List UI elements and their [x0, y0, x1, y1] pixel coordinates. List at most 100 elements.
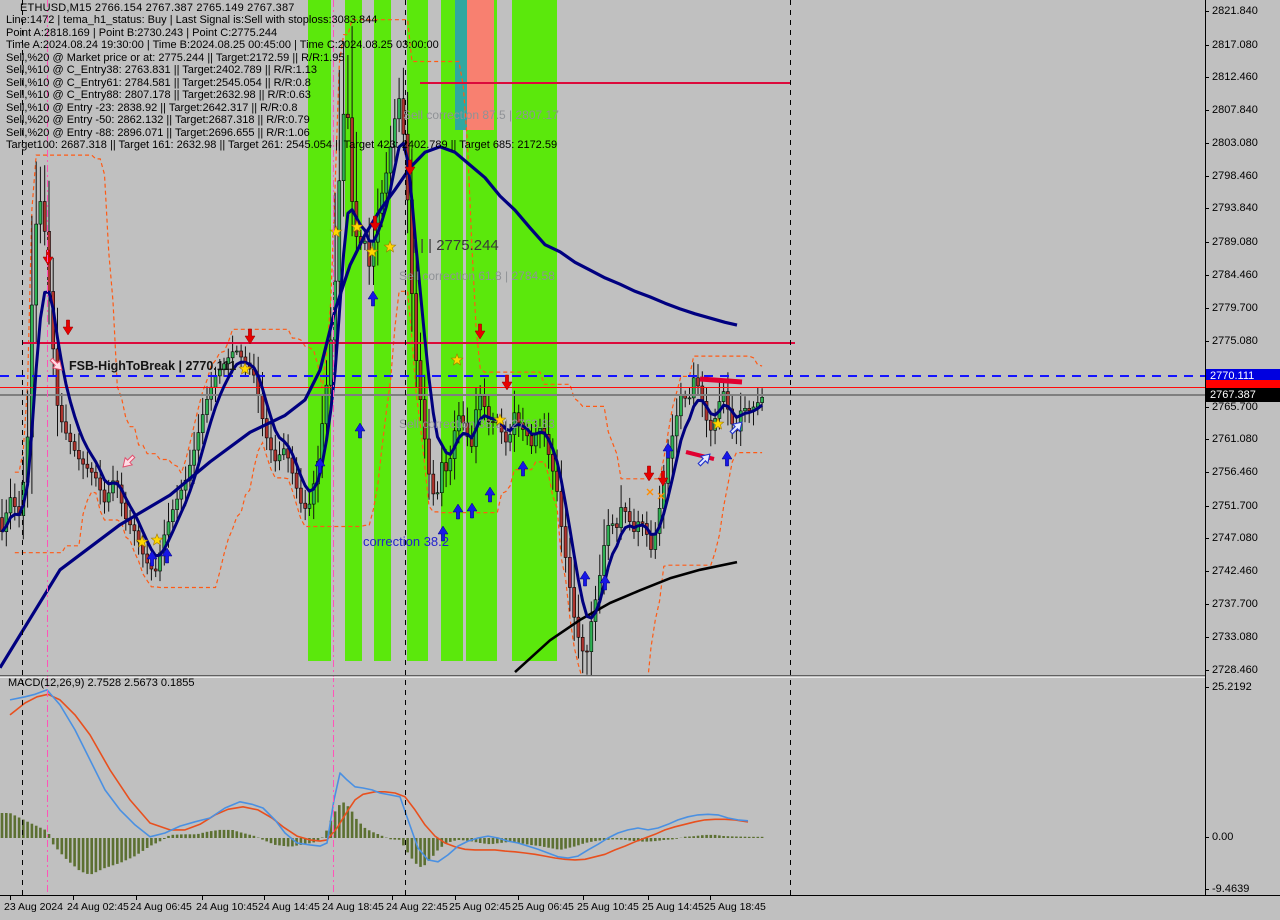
price-tick	[1205, 275, 1209, 276]
time-tick	[583, 895, 584, 900]
macd-axis-label: 0.00	[1212, 831, 1234, 843]
price-tick	[1205, 670, 1209, 671]
time-tick-label: 24 Aug 10:45	[196, 901, 258, 913]
buy-arrow-icon	[517, 460, 529, 477]
time-tick-label: 25 Aug 14:45	[642, 901, 704, 913]
star-signal-icon	[135, 535, 149, 548]
star-signal-icon	[329, 225, 343, 238]
macd-axis-tick	[1205, 837, 1209, 838]
sell-arrow-icon	[474, 323, 486, 340]
buy-arrow-icon	[452, 503, 464, 520]
star-signal-icon	[711, 417, 725, 430]
buy-arrow-icon	[579, 570, 591, 587]
info-line: Line:1472 | tema_h1_status: Buy | Last S…	[6, 14, 378, 27]
price-tick-label: 2756.460	[1212, 466, 1258, 478]
breakout-hollow-arrow-icon	[729, 421, 743, 435]
info-line: Sell,%20 @ Entry -50: 2862.132 || Target…	[6, 114, 310, 127]
price-badge: 2770.111	[1206, 369, 1280, 383]
sell-correction-618-label: Sell correction 61.8 | 2784.58	[399, 269, 555, 283]
price-tick	[1205, 176, 1209, 177]
price-tick	[1205, 242, 1209, 243]
breakout-hollow-arrow-icon	[697, 453, 711, 467]
time-tick	[648, 895, 649, 900]
time-tick-label: 23 Aug 2024	[4, 901, 63, 913]
price-tick	[1205, 506, 1209, 507]
sell-arrow-icon	[62, 319, 74, 336]
buy-arrow-icon	[484, 486, 496, 503]
price-tick-label: 2793.840	[1212, 202, 1258, 214]
fsb-high-to-break-label: FSB-HighToBreak | 2770.111	[69, 359, 237, 373]
sell-arrow-icon	[643, 465, 655, 482]
price-tick	[1205, 45, 1209, 46]
exit-cross-icon	[657, 492, 665, 500]
macd-axis-tick	[1205, 687, 1209, 688]
star-signal-icon	[383, 240, 397, 253]
pink-hollow-arrow-icon	[49, 357, 63, 371]
price-tick-label: 2821.840	[1212, 5, 1258, 17]
macd-axis-label: -9.4639	[1212, 883, 1250, 895]
star-signal-icon	[365, 245, 379, 258]
price-tick-label: 2798.460	[1212, 170, 1258, 182]
macd-axis-tick	[1205, 889, 1209, 890]
time-tick	[136, 895, 137, 900]
price-tick-label: 2807.840	[1212, 104, 1258, 116]
time-tick-label: 24 Aug 06:45	[130, 901, 192, 913]
price-badge: 2767.387	[1206, 388, 1280, 402]
price-tick	[1205, 11, 1209, 12]
sell-arrow-icon	[657, 470, 669, 487]
time-tick	[10, 895, 11, 900]
time-tick	[202, 895, 203, 900]
pane-separator[interactable]	[0, 675, 1205, 676]
pane-separator-highlight	[0, 677, 1205, 678]
time-tick	[73, 895, 74, 900]
price-tick-label: 2812.460	[1212, 71, 1258, 83]
time-tick-label: 25 Aug 06:45	[512, 901, 574, 913]
sell-arrow-icon	[369, 215, 381, 232]
price-tick	[1205, 110, 1209, 111]
time-tick-label: 24 Aug 02:45	[67, 901, 129, 913]
star-signal-icon	[493, 413, 507, 426]
price-tick	[1205, 571, 1209, 572]
price-tick-label: 2733.080	[1212, 631, 1258, 643]
price-tick-label: 2747.080	[1212, 532, 1258, 544]
time-tick-label: 24 Aug 18:45	[322, 901, 384, 913]
exit-cross-icon	[646, 488, 654, 496]
info-line: Sell,%10 @ C_Entry61: 2784.581 || Target…	[6, 76, 311, 89]
buy-arrow-icon	[721, 450, 733, 467]
price-tick	[1205, 407, 1209, 408]
info-line: Sell,%20 @ Entry -88: 2896.071 || Target…	[6, 126, 310, 139]
buy-arrow-icon	[662, 442, 674, 459]
time-tick-label: 25 Aug 02:45	[449, 901, 511, 913]
price-tick	[1205, 308, 1209, 309]
price-tick	[1205, 341, 1209, 342]
time-tick-label: 24 Aug 22:45	[386, 901, 448, 913]
price-tick	[1205, 439, 1209, 440]
time-tick-label: 25 Aug 18:45	[704, 901, 766, 913]
price-tick	[1205, 637, 1209, 638]
buy-arrow-icon	[354, 422, 366, 439]
info-line: Target100: 2687.318 || Target 161: 2632.…	[6, 138, 558, 151]
info-line: Sell,%20 @ Market price or at: 2775.244 …	[6, 51, 345, 64]
time-tick	[392, 895, 393, 900]
price-tick-label: 2789.080	[1212, 236, 1258, 248]
buy-arrow-icon	[466, 502, 478, 519]
price-tick-label: 2803.080	[1212, 137, 1258, 149]
info-line: Time A:2024.08.24 19:30:00 | Time B:2024…	[6, 39, 439, 52]
time-tick-label: 25 Aug 10:45	[577, 901, 639, 913]
price-tick	[1205, 604, 1209, 605]
macd-axis-label: 25.2192	[1212, 681, 1252, 693]
time-tick	[264, 895, 265, 900]
time-tick-label: 24 Aug 14:45	[258, 901, 320, 913]
buy-arrow-icon	[314, 457, 326, 474]
info-line: Sell,%10 @ C_Entry88: 2807.178 || Target…	[6, 89, 311, 102]
macd-indicator-pane[interactable]	[0, 676, 1205, 895]
buy-arrow-icon	[146, 550, 158, 567]
price-tick	[1205, 208, 1209, 209]
price-axis[interactable]: 2821.840 2817.080 2812.460 2807.840 2803…	[1205, 0, 1280, 895]
star-signal-icon	[150, 533, 164, 546]
time-tick	[455, 895, 456, 900]
price-tick-label: 2775.080	[1212, 335, 1258, 347]
time-axis[interactable]: 23 Aug 2024 24 Aug 02:45 24 Aug 06:45 24…	[0, 895, 1280, 920]
info-line: Point A:2818.169 | Point B:2730.243 | Po…	[6, 26, 278, 39]
time-tick	[710, 895, 711, 900]
